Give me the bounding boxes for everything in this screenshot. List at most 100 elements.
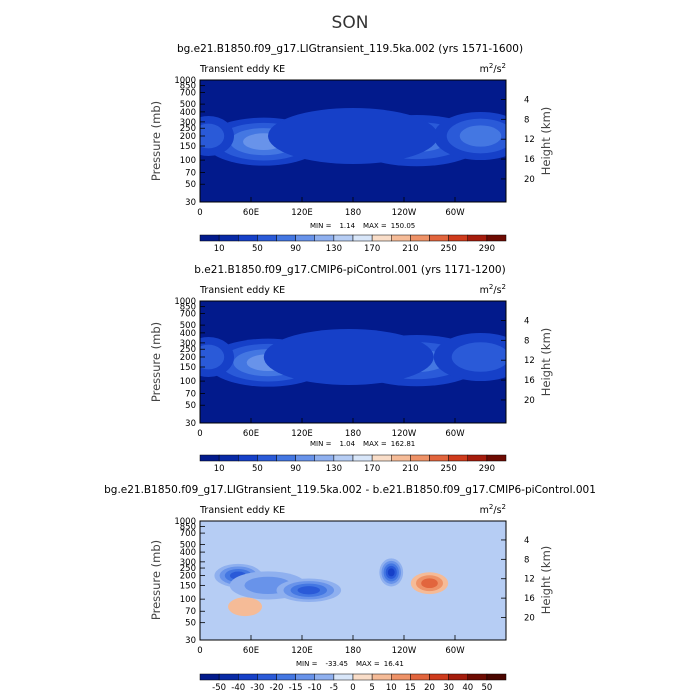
colorbar-box <box>410 234 430 242</box>
x-axis-ticks: 0 60E 120E 180 120W 60W <box>197 418 465 439</box>
colorbar-label: 15 <box>405 683 416 693</box>
colorbar-box <box>295 234 315 242</box>
y-tick-label: 70 <box>185 390 196 400</box>
colorbar-box <box>276 234 296 242</box>
colorbar-box <box>410 673 430 681</box>
contour-positive-5-level-0 <box>228 597 263 617</box>
right-tick-label: 4 <box>524 316 529 326</box>
x-tick-label: 60E <box>243 429 259 439</box>
y-tick-label: 50 <box>185 619 196 629</box>
y-tick-label: 100 <box>180 377 196 387</box>
y-tick-label: 250 <box>180 124 196 134</box>
y-tick-label: 300 <box>180 118 196 128</box>
variable-label: Transient eddy KE <box>199 64 285 75</box>
panel-title: b.e21.B1850.f09_g17.CMIP6-piControl.001 … <box>194 264 505 276</box>
colorbar-label: -20 <box>270 683 284 693</box>
y-tick-label: 300 <box>180 558 196 568</box>
colorbar-box <box>333 454 354 462</box>
colorbar-box <box>257 673 277 681</box>
colorbar-box <box>371 673 392 681</box>
contour-layer <box>200 107 506 167</box>
colorbar-box <box>238 454 258 462</box>
contour-positive-4-level-2 <box>421 578 438 589</box>
colorbar-box <box>371 234 392 242</box>
colorbar-box <box>467 454 488 462</box>
colorbar-label: 90 <box>290 244 301 254</box>
colorbar-box <box>199 234 220 242</box>
colorbar-label: 130 <box>326 464 342 474</box>
colorbar: -50 -40 -30 -20 -15 -10 -5 0 5 10 15 20 30 40 50 <box>199 673 507 693</box>
y-tick-label: 250 <box>180 345 196 355</box>
colorbar-box <box>238 234 258 242</box>
colorbar-box <box>429 454 449 462</box>
y-tick-label: 700 <box>180 529 196 539</box>
right-tick-label: 20 <box>524 396 535 406</box>
right-tick-label: 20 <box>524 614 535 624</box>
x-tick-label: 120E <box>291 429 313 439</box>
y-tick-label: 150 <box>180 581 196 591</box>
x-tick-label: 0 <box>197 429 202 439</box>
colorbar-box <box>352 454 373 462</box>
right-axis-label: Height (km) <box>539 328 553 397</box>
right-tick-label: 12 <box>524 356 535 366</box>
y-axis-label: Pressure (mb) <box>149 101 163 181</box>
y-tick-label: 1000 <box>174 76 196 86</box>
y-tick-label: 850 <box>180 303 196 313</box>
colorbar-label: 50 <box>481 683 492 693</box>
colorbar-label: 290 <box>479 464 495 474</box>
right-tick-label: 4 <box>524 536 529 546</box>
panel-picontrol: b.e21.B1850.f09_g17.CMIP6-piControl.001 … <box>149 264 553 474</box>
y-tick-label: 400 <box>180 548 196 558</box>
y-tick-label: 500 <box>180 541 196 551</box>
colorbar-box <box>467 673 488 681</box>
x-tick-label: 60E <box>243 646 259 656</box>
colorbar-box <box>238 673 258 681</box>
colorbar-box <box>333 673 354 681</box>
y-tick-label: 850 <box>180 82 196 92</box>
y-tick-label: 850 <box>180 523 196 533</box>
x-tick-label: 120E <box>291 646 313 656</box>
colorbar-box <box>448 234 468 242</box>
units-label: m2/s2 <box>480 503 506 516</box>
x-axis-ticks: 0 60E 120E 180 120W 60W <box>197 197 465 218</box>
colorbar: 10 50 90 130 170 210 250 290 <box>199 234 507 254</box>
colorbar-label: 40 <box>462 683 473 693</box>
y-tick-label: 30 <box>185 198 196 208</box>
contour-negative-2-level-3 <box>297 586 321 595</box>
colorbar-label: 90 <box>290 464 301 474</box>
colorbar-box <box>333 234 354 242</box>
colorbar-label: 20 <box>424 683 435 693</box>
y-tick-label: 250 <box>180 564 196 574</box>
y-tick-label: 500 <box>180 100 196 110</box>
right-axis-label: Height (km) <box>539 546 553 615</box>
y-tick-label: 200 <box>180 353 196 363</box>
colorbar-box <box>218 673 239 681</box>
colorbar: 10 50 90 130 170 210 250 290 <box>199 454 507 474</box>
right-axis-ticks: 4 8 12 16 20 <box>501 95 535 185</box>
y-tick-label: 100 <box>180 595 196 605</box>
colorbar-box <box>391 454 411 462</box>
colorbar-label: -15 <box>289 683 303 693</box>
colorbar-label: 5 <box>369 683 374 693</box>
x-axis-ticks: 0 60E 120E 180 120W 60W <box>197 635 465 656</box>
colorbar-box <box>371 454 392 462</box>
y-tick-label: 1000 <box>174 517 196 527</box>
colorbar-label: -10 <box>308 683 322 693</box>
contour-jet-5-level-1 <box>451 342 506 372</box>
colorbar-label: 50 <box>252 244 263 254</box>
colorbar-box <box>429 234 449 242</box>
colorbar-box <box>486 234 507 242</box>
contour-jet-5-level-2 <box>459 125 502 147</box>
y-tick-label: 700 <box>180 309 196 319</box>
x-tick-label: 180 <box>345 208 361 218</box>
colorbar-label: 130 <box>326 244 342 254</box>
colorbar-label: 0 <box>350 683 355 693</box>
colorbar-box <box>218 234 239 242</box>
y-axis-label: Pressure (mb) <box>149 322 163 402</box>
colorbar-box <box>199 454 220 462</box>
right-tick-label: 12 <box>524 575 535 585</box>
colorbar-label: 210 <box>402 244 418 254</box>
colorbar-label: 250 <box>441 244 457 254</box>
variable-label: Transient eddy KE <box>199 285 285 296</box>
